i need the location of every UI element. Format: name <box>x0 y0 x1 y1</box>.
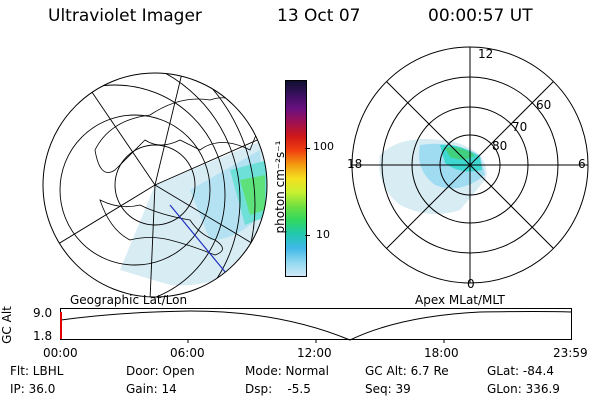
timeline-xtick: 18:00 <box>424 346 459 360</box>
timeline-xtick: 23:59 <box>553 346 588 360</box>
gain-status: Gain: 14 <box>126 382 177 396</box>
colorbar-tick <box>305 235 310 236</box>
mlat-label-60: 60 <box>536 98 552 112</box>
mlat-label-70: 70 <box>512 120 528 134</box>
south-america-coastline <box>54 254 71 291</box>
mlt-label-12: 12 <box>478 47 494 61</box>
ip-status: IP: 36.0 <box>10 382 56 396</box>
colorbar-tick-label: 100 <box>313 140 334 153</box>
mlt-line <box>384 79 556 251</box>
colorbar-tick-label: 10 <box>316 228 330 241</box>
map-boundary <box>42 72 268 298</box>
timeline-xtick: 00:00 <box>43 346 78 360</box>
latitude-circle <box>114 144 196 226</box>
mode-status: Mode: Normal <box>245 364 329 378</box>
time-label: 00:00:57 UT <box>428 6 533 26</box>
uv-emission-peak <box>445 147 475 160</box>
apex-map <box>351 46 589 284</box>
sequence-status: Seq: 39 <box>365 382 411 396</box>
timeline-ytick-top: 9.0 <box>33 306 53 320</box>
coastline-segment <box>99 199 223 256</box>
colorbar <box>285 80 307 277</box>
latitude-circle <box>43 84 226 297</box>
meridian-line <box>59 73 156 186</box>
meridian-line <box>154 73 191 186</box>
timeline-ylabel: GC Alt <box>0 306 14 344</box>
timeline-xtick: 12:00 <box>297 346 332 360</box>
latitude-circle <box>43 73 241 297</box>
geo-lat-status: GLat: -84.4 <box>487 364 554 378</box>
door-status: Door: Open <box>126 364 195 378</box>
timeline-xtick: 06:00 <box>170 346 205 360</box>
filter-status: Flt: LBHL <box>10 364 64 378</box>
colorbar-tick <box>305 148 310 149</box>
instrument-title: Ultraviolet Imager <box>48 6 202 26</box>
gc-alt-status: GC Alt: 6.7 Re <box>365 364 449 378</box>
meridian-line <box>149 184 156 297</box>
mlt-label-18: 18 <box>347 157 363 171</box>
mlt-label-0: 0 <box>467 277 475 291</box>
right-map-caption: Apex MLat/MLT <box>415 293 505 307</box>
latitude-circle <box>59 114 211 266</box>
altitude-timeline <box>60 308 572 343</box>
altitude-curve <box>60 310 572 341</box>
mlat-label-80: 80 <box>492 139 508 153</box>
geo-lon-status: GLon: 336.9 <box>487 382 560 396</box>
mlt-label-6: 6 <box>578 157 586 171</box>
dsp-status: Dsp: -5.5 <box>245 382 311 396</box>
geographic-map <box>42 72 268 298</box>
date-label: 13 Oct 07 <box>277 6 361 26</box>
colorbar-unit-label: photon cm⁻²s⁻¹ <box>273 140 287 234</box>
uv-emission-peak <box>240 175 265 215</box>
latitude-circle <box>43 73 256 297</box>
colorbar-gradient <box>286 81 306 276</box>
timeline-ytick-bottom: 1.8 <box>33 329 53 343</box>
left-map-caption: Geographic Lat/Lon <box>70 293 188 307</box>
